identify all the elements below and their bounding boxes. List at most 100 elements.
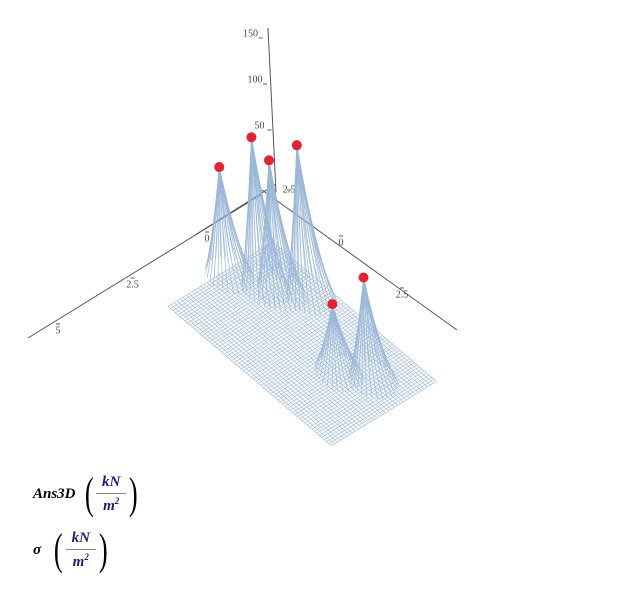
mesh-line <box>267 327 374 392</box>
mesh-line <box>363 277 391 371</box>
mesh-line <box>224 271 389 412</box>
mesh-line <box>251 137 274 274</box>
mesh-line <box>258 318 364 384</box>
mesh-line <box>188 293 353 434</box>
mesh-line <box>326 376 432 442</box>
data-point <box>358 272 369 283</box>
surface-peak <box>314 304 364 392</box>
mesh-line <box>250 312 357 378</box>
mesh-line <box>251 137 269 272</box>
mesh-line <box>263 322 369 388</box>
mesh-line <box>209 280 374 421</box>
surface-peak <box>286 145 337 316</box>
mesh-line <box>257 250 422 391</box>
mesh-line <box>296 145 325 284</box>
mesh-line <box>359 277 364 364</box>
unit-exp: 2 <box>84 551 89 562</box>
mesh-line <box>296 145 322 316</box>
mesh-line <box>194 264 300 330</box>
mesh-line <box>297 351 403 417</box>
unit-num: kN <box>71 529 90 546</box>
data-point <box>291 140 302 151</box>
data-point <box>214 162 225 173</box>
mesh-line <box>182 296 347 437</box>
mesh-line <box>321 372 427 438</box>
mesh-line <box>272 241 437 382</box>
mesh-line <box>296 145 303 279</box>
mesh-line <box>318 304 333 380</box>
unit-den: m <box>103 497 115 514</box>
mesh-line <box>167 306 332 446</box>
mesh-line <box>363 277 370 363</box>
mesh-line <box>212 278 377 419</box>
y-tick-label: 2.5 <box>396 289 409 300</box>
mesh-line <box>180 252 286 318</box>
legend-name: σ <box>33 541 42 558</box>
mesh-line <box>219 285 325 351</box>
mesh-line <box>214 281 320 347</box>
mesh-line <box>227 269 392 410</box>
mesh-line <box>187 258 293 324</box>
mesh-line <box>218 166 243 263</box>
mesh-line <box>363 277 381 365</box>
unit-den: m <box>72 553 85 570</box>
z-tick-label: 150 <box>243 28 258 39</box>
mesh-line <box>218 167 232 259</box>
mesh-line <box>270 329 376 395</box>
mesh-line <box>363 277 399 387</box>
mesh-line <box>191 291 356 432</box>
mesh-line <box>218 167 227 258</box>
surface-peak <box>204 166 255 295</box>
unit-exp: 2 <box>114 495 120 506</box>
mesh-line <box>332 304 341 356</box>
legend-name: Ans3D <box>33 485 76 502</box>
z-tick-label: 50 <box>255 120 265 131</box>
mesh-line <box>238 302 344 367</box>
mesh-line <box>268 160 284 277</box>
mesh-line <box>216 283 322 349</box>
mesh-line <box>296 145 314 280</box>
mesh-line <box>209 277 315 343</box>
mesh-line <box>218 274 383 415</box>
mesh-line <box>296 145 335 295</box>
z-tick-label: 100 <box>248 74 263 85</box>
mesh-line <box>170 243 276 309</box>
mesh-line <box>217 167 220 289</box>
mesh-line <box>363 277 365 363</box>
mesh-line <box>170 304 335 445</box>
unit-num: kN <box>102 473 121 490</box>
legend-entry: σ ( kN m2 ) <box>33 525 108 574</box>
mesh-line <box>218 167 221 258</box>
mesh-line <box>226 291 332 357</box>
mesh-line <box>331 381 437 447</box>
mesh-line <box>316 368 422 434</box>
mesh-line <box>202 270 308 336</box>
mesh-line <box>239 262 404 402</box>
mesh-line <box>361 277 364 394</box>
mesh-line <box>173 302 338 443</box>
mesh-line <box>332 304 344 392</box>
back-axis <box>194 183 277 236</box>
y-tick-label: 0 <box>339 237 344 248</box>
mesh-line <box>302 356 408 422</box>
x-tick-label: 5 <box>56 325 61 336</box>
mesh-line <box>328 379 435 444</box>
mesh-line <box>268 160 279 276</box>
mesh-line <box>241 304 347 370</box>
data-point <box>263 155 274 166</box>
mesh-line <box>260 249 425 389</box>
mesh-line <box>268 160 290 278</box>
mesh-line <box>296 145 298 280</box>
mesh-line <box>260 320 366 386</box>
mesh-line <box>324 374 430 440</box>
mesh-line <box>332 304 352 360</box>
mesh-line <box>363 277 386 368</box>
z-axis <box>267 27 277 193</box>
mesh-line <box>306 360 413 426</box>
mesh-line <box>209 167 220 283</box>
mesh-line <box>236 299 342 365</box>
mesh-line <box>204 272 310 338</box>
mesh-line <box>363 277 376 364</box>
mesh-line <box>215 276 380 417</box>
